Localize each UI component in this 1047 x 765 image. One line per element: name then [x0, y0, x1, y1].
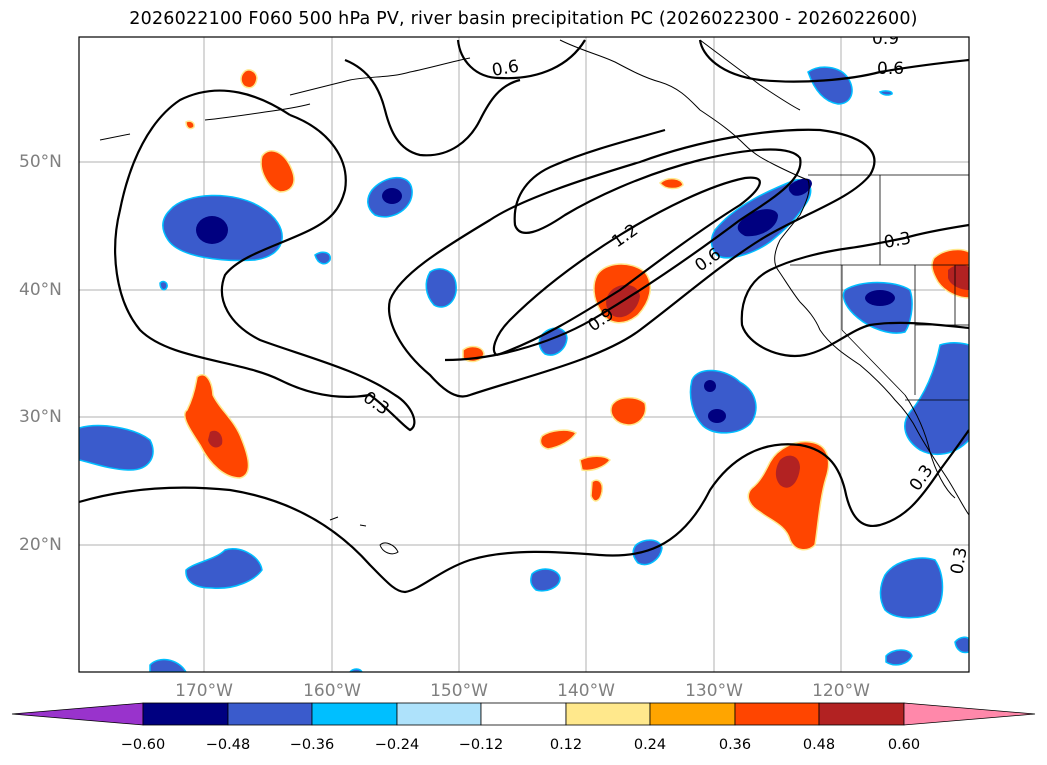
precip-blob — [885, 649, 913, 666]
pv-contour-label: 0.3 — [906, 461, 938, 495]
pv-contour-label: 0.3 — [359, 388, 393, 420]
precip-blob — [159, 280, 168, 291]
precip-blob — [579, 455, 611, 472]
precip-blob — [539, 429, 578, 450]
colorbar-segment — [396, 702, 482, 726]
precip-blob — [775, 455, 800, 488]
pv-contour-label: 0.3 — [947, 546, 971, 576]
map-plot-area: 0.6 0.6 0.9 1.2 0.6 0.9 0.3 0.3 0.3 0.3 — [79, 29, 971, 672]
precip-blob — [382, 188, 402, 204]
precip-blob — [185, 548, 263, 589]
precip-blob — [208, 430, 223, 448]
pv-contour-0.6 — [456, 39, 586, 80]
lon-label: 170°W — [175, 681, 233, 701]
precip-blob — [185, 120, 195, 130]
colorbar-tick: 0.60 — [887, 737, 921, 753]
colorbar-tick: −0.12 — [458, 737, 504, 753]
map-frame — [78, 36, 970, 673]
lat-label: 40°N — [19, 280, 62, 300]
colorbar-segment — [311, 702, 398, 726]
precip-blob — [79, 424, 154, 471]
colorbar-tick: −0.48 — [205, 737, 251, 753]
precip-blob — [807, 66, 853, 105]
pv-contour-1.2 — [492, 176, 761, 357]
precip-blob — [689, 369, 757, 434]
graticule — [79, 37, 969, 672]
precip-blob — [704, 380, 716, 392]
precip-blob — [904, 342, 969, 456]
colorbar — [11, 702, 1036, 726]
precip-blob — [425, 268, 457, 308]
map-title: 2026022100 F060 500 hPa PV, river basin … — [129, 9, 918, 29]
pv-contour-label: 0.6 — [877, 59, 904, 79]
positive-precip-blobs — [183, 69, 969, 551]
colorbar-tick: −0.36 — [289, 737, 335, 753]
lat-label: 30°N — [19, 407, 62, 427]
colorbar-tick: 0.48 — [802, 737, 836, 753]
colorbar-segment — [227, 702, 313, 726]
coastlines — [99, 39, 969, 555]
pv-contour-0.3 — [740, 223, 969, 358]
precip-blob — [260, 150, 295, 193]
pv-contour-0.9 — [444, 128, 802, 362]
precip-blob — [590, 479, 604, 502]
precip-blob — [865, 290, 895, 306]
colorbar-tick: −0.24 — [374, 737, 420, 753]
colorbar-tick: 0.36 — [718, 737, 752, 753]
precip-blob — [879, 557, 944, 619]
pv-contour-0.6 — [698, 39, 969, 83]
precip-blob — [530, 568, 561, 592]
colorbar-segment — [734, 702, 820, 726]
colorbar-tick: −0.60 — [120, 737, 166, 753]
pv-contour-label: 0.9 — [872, 29, 899, 49]
precip-blob — [954, 636, 969, 654]
lon-label: 160°W — [303, 681, 361, 701]
precip-blob — [314, 251, 331, 265]
precip-blob — [149, 658, 187, 672]
pv-contour-0.6 — [387, 128, 876, 398]
precip-blob — [183, 374, 250, 479]
precip-blob — [747, 440, 830, 551]
colorbar-segment — [818, 702, 905, 726]
pv-contour-0.3 — [114, 89, 416, 432]
precip-blob — [878, 90, 893, 96]
precip-blob — [240, 69, 258, 89]
precip-blob — [658, 177, 684, 190]
pv-contours — [79, 39, 969, 594]
precip-blob — [788, 178, 812, 196]
colorbar-tick: 0.12 — [549, 737, 583, 753]
pv-contour-label: 0.6 — [490, 57, 520, 81]
lon-label: 140°W — [557, 681, 615, 701]
precip-blob — [842, 281, 913, 334]
state-borders — [790, 174, 969, 401]
colorbar-segment — [480, 702, 567, 726]
pv-contour-label: 0.3 — [882, 229, 912, 253]
lon-label: 120°W — [812, 681, 870, 701]
colorbar-extend-low — [11, 702, 144, 726]
precip-blob — [948, 264, 969, 290]
colorbar-segment — [649, 702, 736, 726]
lon-label: 130°W — [685, 681, 743, 701]
precip-blob — [610, 396, 647, 426]
colorbar-segment — [565, 702, 651, 726]
lon-label: 150°W — [430, 681, 488, 701]
colorbar-segment — [142, 702, 229, 726]
pv-contour-0.3 — [344, 58, 521, 157]
precip-blob — [708, 409, 726, 423]
precip-blob — [196, 216, 228, 244]
colorbar-extend-high — [903, 702, 1036, 726]
colorbar-tick: 0.24 — [633, 737, 667, 753]
lat-label: 20°N — [19, 535, 62, 555]
negative-precip-blobs — [79, 66, 969, 672]
pv-contour-0.3 — [79, 429, 969, 594]
lat-label: 50°N — [19, 152, 62, 172]
